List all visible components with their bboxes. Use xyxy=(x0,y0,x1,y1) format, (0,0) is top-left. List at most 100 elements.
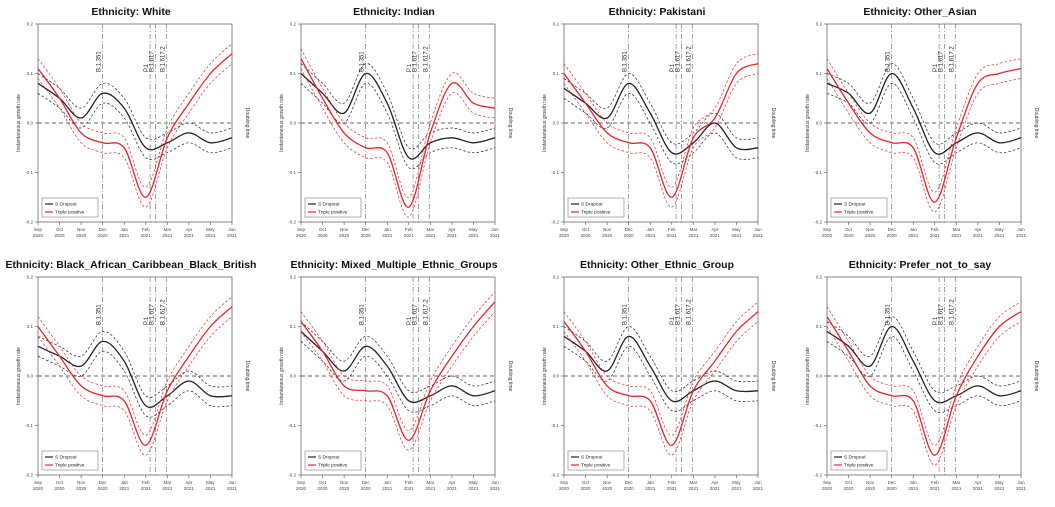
x-tick-label-year: 2020 xyxy=(76,233,87,238)
x-tick-label-year: 2021 xyxy=(468,233,479,238)
x-tick-label: Jun xyxy=(491,227,499,232)
y-axis-label: Instantaneous growth rate xyxy=(805,347,811,405)
series-line xyxy=(826,311,1022,456)
variant-label: B.1.617.2 xyxy=(423,299,429,325)
x-tick-label: Jun xyxy=(491,480,499,485)
x-tick-label: Oct xyxy=(845,227,853,232)
x-tick-label: Apr xyxy=(711,480,719,485)
series-ci-upper xyxy=(37,296,233,436)
x-tick-label: Sep xyxy=(560,480,569,485)
y2-axis-label: Doubling time xyxy=(507,361,513,392)
x-tick-label-year: 2020 xyxy=(887,486,898,491)
x-tick-label-year: 2021 xyxy=(1016,233,1027,238)
panel-title: Ethnicity: Black_African_Caribbean_Black… xyxy=(6,259,257,271)
x-tick-label: Sep xyxy=(297,480,306,485)
x-tick-label: Apr xyxy=(974,480,982,485)
series-ci-upper xyxy=(826,63,1022,145)
x-tick-label: Jan xyxy=(384,480,392,485)
legend-box xyxy=(41,450,99,471)
y-tick-label: 0.2 xyxy=(27,275,34,280)
x-tick-label-year: 2021 xyxy=(710,486,721,491)
y-tick-label: 0.0 xyxy=(553,374,560,379)
y-tick-label: 0.0 xyxy=(290,374,297,379)
x-tick-label: Oct xyxy=(319,480,327,485)
legend-box xyxy=(830,197,888,218)
y-tick-label: -0.1 xyxy=(25,170,33,175)
x-tick-label: May xyxy=(206,480,215,485)
legend: S Dropout Triple positive xyxy=(304,197,362,218)
x-tick-label: Nov xyxy=(866,480,875,485)
y-axis-label: Instantaneous growth rate xyxy=(279,94,285,152)
y-tick-label: -0.2 xyxy=(25,220,33,225)
x-tick-label: May xyxy=(469,480,478,485)
legend-box xyxy=(567,197,625,218)
x-tick-label: Nov xyxy=(340,480,349,485)
variant-label: B.1.617 xyxy=(412,51,418,72)
x-tick-label-year: 2021 xyxy=(184,233,195,238)
series-line xyxy=(563,62,759,198)
y-tick-label: 0.2 xyxy=(816,275,823,280)
series-ci-lower xyxy=(300,341,496,413)
x-tick-label: Sep xyxy=(297,227,306,232)
legend-label: Triple positive xyxy=(55,210,85,216)
x-tick-label-year: 2021 xyxy=(951,233,962,238)
series-ci-lower xyxy=(826,78,1022,213)
x-tick-label: Nov xyxy=(866,227,875,232)
x-tick-label-year: 2021 xyxy=(645,233,656,238)
variant-label: B.1.617.2 xyxy=(423,46,429,72)
series-line xyxy=(37,53,233,198)
panel-3: Ethnicity: Pakistani Instantaneous growth… xyxy=(542,6,776,238)
x-tick-label: Sep xyxy=(34,227,43,232)
y-tick-label: -0.1 xyxy=(25,423,33,428)
x-tick-label: Feb xyxy=(931,480,939,485)
series-ci-upper xyxy=(37,331,233,398)
legend-label: S Dropout xyxy=(55,202,77,208)
x-tick-label-year: 2021 xyxy=(162,233,173,238)
x-tick-label-year: 2020 xyxy=(887,233,898,238)
x-tick-label-year: 2021 xyxy=(930,233,941,238)
x-tick-label-year: 2021 xyxy=(667,233,678,238)
x-tick-label: Dec xyxy=(888,227,897,232)
legend-label: Triple positive xyxy=(581,210,611,216)
x-tick-label-year: 2021 xyxy=(119,486,130,491)
legend: S Dropout Triple positive xyxy=(41,197,99,218)
variant-label: B.1.617.2 xyxy=(160,299,166,325)
y-tick-label: 0.1 xyxy=(27,324,34,329)
x-tick-label: Feb xyxy=(405,227,413,232)
y-tick-label: 0.0 xyxy=(816,121,823,126)
x-tick-label-year: 2020 xyxy=(33,233,44,238)
x-tick-label: Oct xyxy=(582,480,590,485)
x-tick-label-year: 2020 xyxy=(865,233,876,238)
x-tick-label-year: 2021 xyxy=(688,233,699,238)
variant-label: B.1.617.2 xyxy=(949,46,955,72)
x-tick-label: Jan xyxy=(121,480,129,485)
x-tick-label-year: 2020 xyxy=(865,486,876,491)
x-tick-label-year: 2021 xyxy=(425,486,436,491)
series-ci-lower xyxy=(300,83,496,170)
variant-label: B.1.617 xyxy=(938,51,944,72)
x-tick-label-year: 2020 xyxy=(844,486,855,491)
y-axis-label: Instantaneous growth rate xyxy=(279,347,285,405)
y2-axis-label: Doubling time xyxy=(507,108,513,139)
y-tick-label: -0.1 xyxy=(814,170,822,175)
y2-axis-label: Doubling time xyxy=(244,108,250,139)
x-tick-label: Mar xyxy=(426,227,434,232)
y-tick-label: 0.1 xyxy=(27,71,34,76)
series-ci-upper xyxy=(826,58,1022,193)
variant-label: B.1.617 xyxy=(149,304,155,325)
legend-label: S Dropout xyxy=(318,202,340,208)
x-tick-label: Jan xyxy=(647,480,655,485)
panel-title: Ethnicity: Indian xyxy=(353,6,435,18)
panel-title: Ethnicity: Prefer_not_to_say xyxy=(849,259,992,271)
y-tick-label: 0.2 xyxy=(290,275,297,280)
panel-title: Ethnicity: Mixed_Multiple_Ethnic_Groups xyxy=(290,259,497,271)
x-tick-label-year: 2020 xyxy=(624,233,635,238)
variant-label: B.1.351 xyxy=(623,304,629,325)
series-line xyxy=(563,335,759,403)
series-line xyxy=(300,72,496,160)
x-tick-label-year: 2020 xyxy=(844,233,855,238)
variant-label: B.1.617 xyxy=(412,304,418,325)
y2-axis-label: Doubling time xyxy=(1033,361,1039,392)
x-tick-label: Sep xyxy=(34,480,43,485)
legend: S Dropout Triple positive xyxy=(567,450,625,471)
